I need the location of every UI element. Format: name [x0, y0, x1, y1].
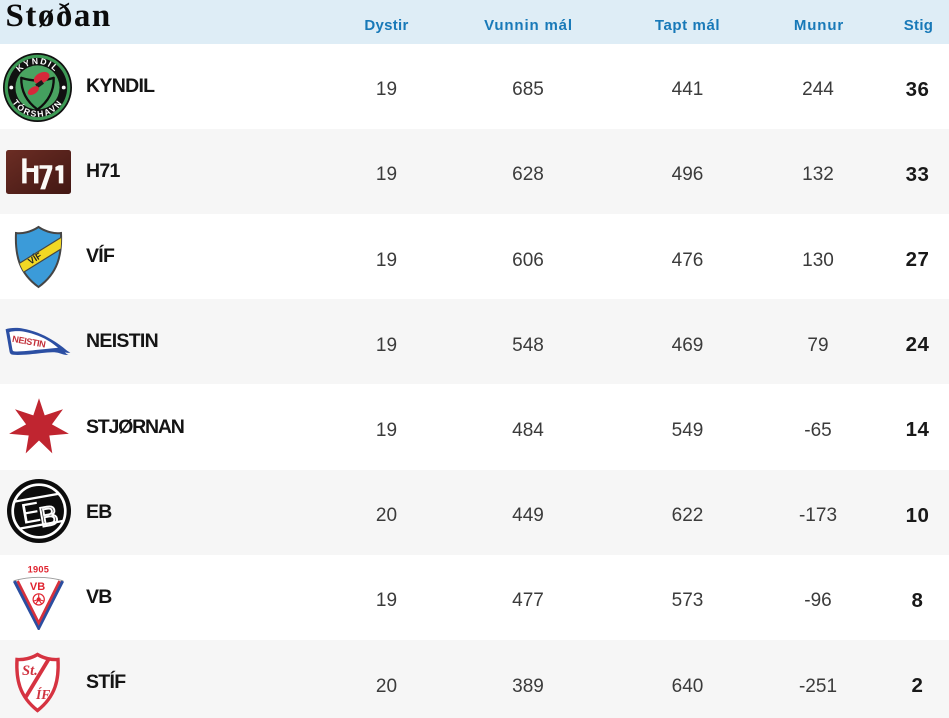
svg-text:VB: VB [30, 581, 45, 593]
svg-text:1905: 1905 [28, 565, 50, 575]
svg-text:St.: St. [22, 663, 38, 679]
svg-text:ÍF: ÍF [35, 687, 50, 702]
